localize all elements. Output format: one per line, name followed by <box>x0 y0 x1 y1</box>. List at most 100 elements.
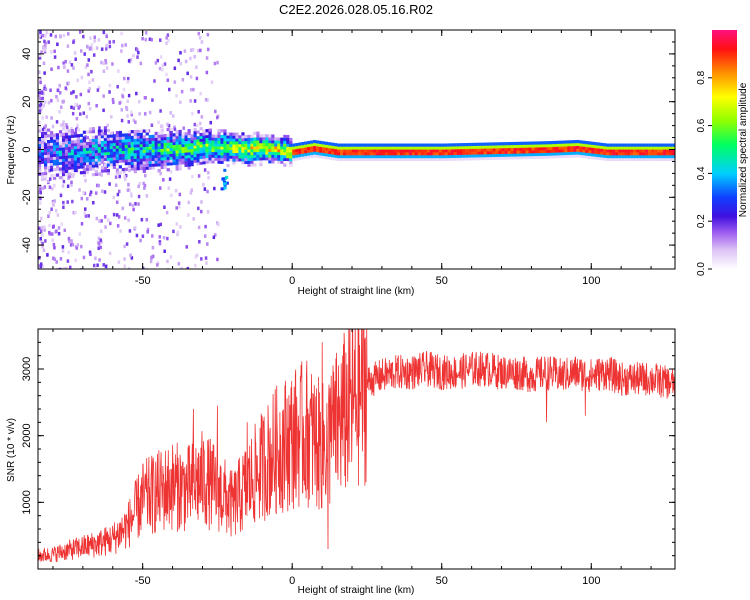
spectrogram-cell <box>492 156 496 160</box>
spectrogram-cell <box>187 154 191 159</box>
spectrogram-cell <box>217 146 221 150</box>
spectrogram-cell <box>247 152 251 156</box>
spectrogram-cell <box>546 152 550 156</box>
spectrogram-cell <box>118 139 122 143</box>
spectrogram-cell <box>295 148 299 152</box>
spectrogram-cell <box>64 172 69 176</box>
spectrogram-cell <box>100 129 103 134</box>
spectrogram-cell <box>166 259 169 264</box>
spectrogram-cell <box>88 107 92 111</box>
spectrogram-cell <box>516 153 520 157</box>
spectrogram-cell <box>121 94 125 99</box>
spectrogram-cell <box>280 137 284 141</box>
spectrogram-cell <box>229 132 233 136</box>
spectrogram-cell <box>301 144 305 149</box>
spectrogram-cell <box>268 157 272 161</box>
spectrogram-cell <box>498 147 502 152</box>
spectrogram-cell <box>226 149 230 153</box>
spectrogram-cell <box>253 146 257 150</box>
spectrogram-cell <box>259 154 263 158</box>
spectrogram-cell <box>204 224 207 229</box>
spectrogram-cell <box>390 152 395 156</box>
spectrogram-cell <box>355 154 359 159</box>
spectrogram-cell <box>498 153 502 157</box>
spectrogram-cell <box>573 140 577 144</box>
spectrogram-cell <box>61 122 65 127</box>
spectrogram-cell <box>534 155 538 159</box>
spectrogram-cell <box>666 146 670 150</box>
spectrogram-cell <box>337 143 341 147</box>
spectrogram-cell <box>127 135 131 140</box>
spectrogram-cell <box>621 157 625 162</box>
spectrogram-cell <box>124 144 128 148</box>
spectrogram-cell <box>61 144 66 148</box>
spectrogram-cell <box>271 145 275 150</box>
spectrogram-cell <box>97 155 102 159</box>
spectrogram-cell <box>158 66 162 71</box>
spectrogram-cell <box>76 151 81 155</box>
spectrogram-cell <box>183 49 187 53</box>
spectrogram-cell <box>67 239 71 243</box>
spectrogram-cell <box>154 140 158 144</box>
spectrogram-cell <box>102 94 105 98</box>
spectrogram-cell <box>141 36 144 41</box>
spectrogram-cell <box>50 67 53 71</box>
spectrogram-cell <box>241 132 245 136</box>
spectrogram-cell <box>244 137 248 142</box>
spectrogram-cell <box>49 159 54 163</box>
spectrogram-cell <box>43 174 48 178</box>
spectrogram-cell <box>73 134 78 138</box>
spectrogram-cell <box>112 137 116 141</box>
spectrogram-cell <box>82 111 85 115</box>
spectrogram-cell <box>105 34 108 39</box>
spectrogram-cell <box>651 157 655 162</box>
spectrogram-cell <box>55 173 60 177</box>
spectrogram-cell <box>396 154 401 159</box>
spectrogram-cell <box>630 146 634 150</box>
spectrogram-cell <box>372 146 377 150</box>
spectrogram-cell <box>612 146 616 150</box>
spectrogram-cell <box>163 145 167 149</box>
spectrogram-cell <box>432 149 436 153</box>
spectrogram-cell <box>363 146 368 150</box>
spectrogram-cell <box>429 157 433 162</box>
spectrogram-cell <box>193 148 197 152</box>
spectrogram-cell <box>178 167 182 171</box>
spectrogram-cell <box>253 163 257 167</box>
spectrogram-cell <box>564 154 568 158</box>
spectrogram-cell <box>106 218 110 222</box>
spectrogram-cell <box>191 111 194 116</box>
spectrogram-cell <box>316 154 320 158</box>
spectrogram-cell <box>166 145 170 149</box>
spectrogram-cell <box>639 143 643 147</box>
spectrogram-cell <box>441 157 445 162</box>
spectrogram-cell <box>121 206 125 211</box>
spectrogram-cell <box>369 152 374 156</box>
spectrogram-cell <box>130 256 134 260</box>
spectrogram-cell <box>289 158 293 162</box>
spectrogram-cell <box>148 134 152 139</box>
spectrogram-cell <box>223 132 227 136</box>
spectrogram-cell <box>349 152 353 156</box>
spectrogram-cell <box>516 147 520 151</box>
spectrogram-cell <box>55 153 60 157</box>
spectrogram-cell <box>166 236 169 241</box>
spectrogram-cell <box>97 138 102 142</box>
spectrogram-cell <box>58 158 63 163</box>
spectrogram-cell <box>57 65 60 70</box>
spectrogram-cell <box>208 137 212 141</box>
spectrogram-cell <box>420 143 424 147</box>
spectrogram-cell <box>127 130 131 134</box>
spectrogram-cell <box>43 163 48 167</box>
spectrogram-cell <box>58 170 63 174</box>
spectrogram-cell <box>262 148 266 152</box>
spectrogram-cell <box>648 143 652 147</box>
spectrogram-cell <box>70 146 75 150</box>
spectrogram-cell <box>468 145 472 149</box>
spectrogram-cell <box>100 143 105 147</box>
spectrogram-cell <box>207 170 210 175</box>
spectrogram-cell <box>40 175 45 179</box>
spectrogram-cell <box>123 76 126 81</box>
spectrogram-cell <box>352 154 356 159</box>
spectrogram-cell <box>555 155 559 159</box>
